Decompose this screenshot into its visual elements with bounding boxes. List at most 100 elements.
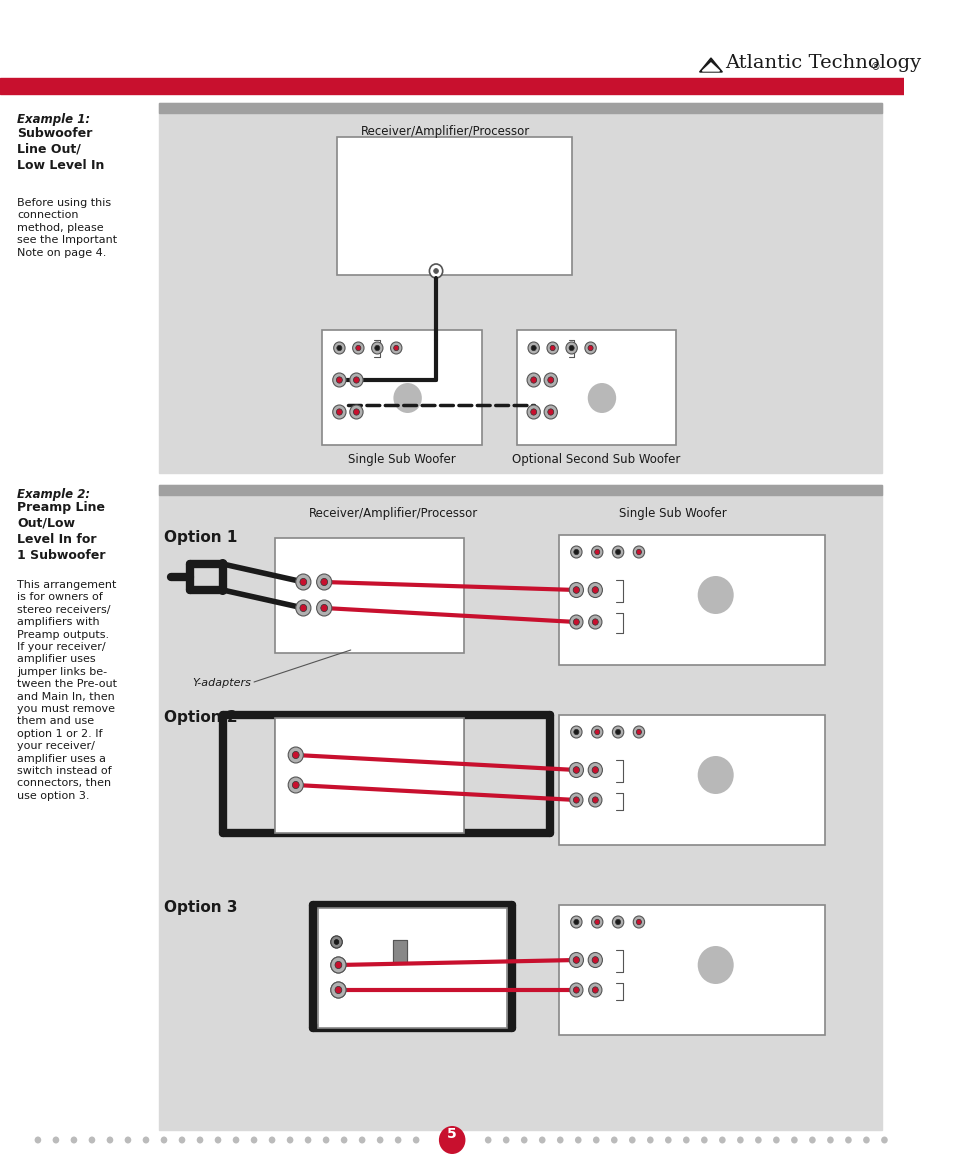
Circle shape	[331, 936, 342, 948]
Circle shape	[269, 1137, 275, 1144]
Circle shape	[573, 586, 579, 593]
Circle shape	[862, 1137, 869, 1144]
Circle shape	[530, 377, 537, 384]
Circle shape	[335, 986, 341, 993]
Text: Option 2: Option 2	[164, 710, 237, 726]
Bar	[322, 330, 481, 445]
Circle shape	[573, 619, 578, 625]
Circle shape	[143, 1137, 150, 1144]
Text: Option 3: Option 3	[164, 901, 237, 914]
Circle shape	[573, 797, 578, 803]
Circle shape	[218, 559, 227, 569]
Circle shape	[615, 919, 620, 925]
Text: Option 1: Option 1	[164, 530, 237, 545]
Circle shape	[287, 1137, 294, 1144]
Circle shape	[573, 956, 579, 963]
Text: Optional Second Sub Woofer: Optional Second Sub Woofer	[512, 453, 679, 466]
Bar	[159, 484, 881, 495]
Circle shape	[233, 1137, 239, 1144]
Circle shape	[592, 766, 598, 773]
Text: Atlantic Technology: Atlantic Technology	[724, 54, 921, 72]
Circle shape	[573, 986, 578, 993]
Circle shape	[636, 919, 640, 925]
Circle shape	[697, 576, 733, 614]
Circle shape	[664, 1137, 671, 1144]
Bar	[393, 940, 406, 962]
Circle shape	[336, 409, 342, 415]
Circle shape	[575, 1137, 581, 1144]
Circle shape	[569, 583, 583, 598]
Circle shape	[353, 342, 364, 353]
Circle shape	[573, 369, 630, 428]
Circle shape	[588, 615, 601, 629]
Circle shape	[434, 269, 438, 274]
Circle shape	[304, 1137, 311, 1144]
Circle shape	[335, 962, 341, 969]
Circle shape	[394, 345, 398, 351]
Circle shape	[547, 377, 553, 384]
Circle shape	[772, 1137, 779, 1144]
Circle shape	[316, 574, 332, 590]
Circle shape	[737, 1137, 743, 1144]
Circle shape	[214, 1137, 221, 1144]
Circle shape	[594, 919, 599, 925]
Circle shape	[591, 916, 602, 928]
Circle shape	[588, 763, 601, 778]
Circle shape	[569, 953, 583, 968]
Text: Receiver/Amplifier/Processor: Receiver/Amplifier/Processor	[309, 506, 477, 520]
Bar	[317, 907, 507, 1028]
Circle shape	[569, 763, 583, 778]
Circle shape	[335, 986, 341, 993]
Circle shape	[808, 1137, 815, 1144]
Circle shape	[594, 729, 599, 735]
Circle shape	[754, 1137, 760, 1144]
Circle shape	[697, 946, 733, 984]
Circle shape	[299, 604, 307, 612]
Circle shape	[292, 781, 299, 788]
Circle shape	[350, 404, 363, 420]
Circle shape	[340, 1137, 347, 1144]
Circle shape	[34, 1137, 41, 1144]
Circle shape	[587, 345, 593, 351]
Text: Before using this
connection
method, please
see the Important
Note on page 4.: Before using this connection method, ple…	[17, 198, 117, 257]
Circle shape	[295, 600, 311, 615]
Circle shape	[612, 546, 623, 557]
Circle shape	[588, 983, 601, 997]
Circle shape	[628, 1137, 635, 1144]
Text: Subwoofer
Line Out/
Low Level In: Subwoofer Line Out/ Low Level In	[17, 127, 104, 172]
Circle shape	[700, 1137, 707, 1144]
Circle shape	[565, 342, 577, 353]
Circle shape	[592, 986, 598, 993]
Circle shape	[375, 345, 379, 351]
Circle shape	[636, 549, 640, 555]
Circle shape	[527, 342, 538, 353]
Circle shape	[320, 604, 327, 612]
Circle shape	[790, 1137, 797, 1144]
Bar	[558, 535, 823, 665]
Polygon shape	[701, 63, 719, 71]
Circle shape	[547, 409, 553, 415]
Circle shape	[107, 1137, 113, 1144]
Bar	[517, 330, 675, 445]
Bar	[274, 538, 464, 653]
Circle shape	[594, 549, 599, 555]
Circle shape	[288, 777, 303, 793]
Circle shape	[557, 1137, 563, 1144]
Circle shape	[178, 1137, 185, 1144]
Circle shape	[395, 1137, 401, 1144]
Circle shape	[89, 1137, 95, 1144]
Circle shape	[682, 1137, 689, 1144]
Circle shape	[679, 557, 751, 633]
Circle shape	[592, 619, 598, 625]
Circle shape	[334, 342, 345, 353]
Circle shape	[593, 1137, 598, 1144]
Circle shape	[316, 600, 332, 615]
Circle shape	[196, 1137, 203, 1144]
Circle shape	[570, 916, 581, 928]
Circle shape	[612, 916, 623, 928]
Circle shape	[438, 1127, 465, 1154]
Circle shape	[719, 1137, 725, 1144]
Text: Example 2:: Example 2:	[17, 488, 91, 501]
Circle shape	[251, 1137, 257, 1144]
Circle shape	[573, 766, 579, 773]
